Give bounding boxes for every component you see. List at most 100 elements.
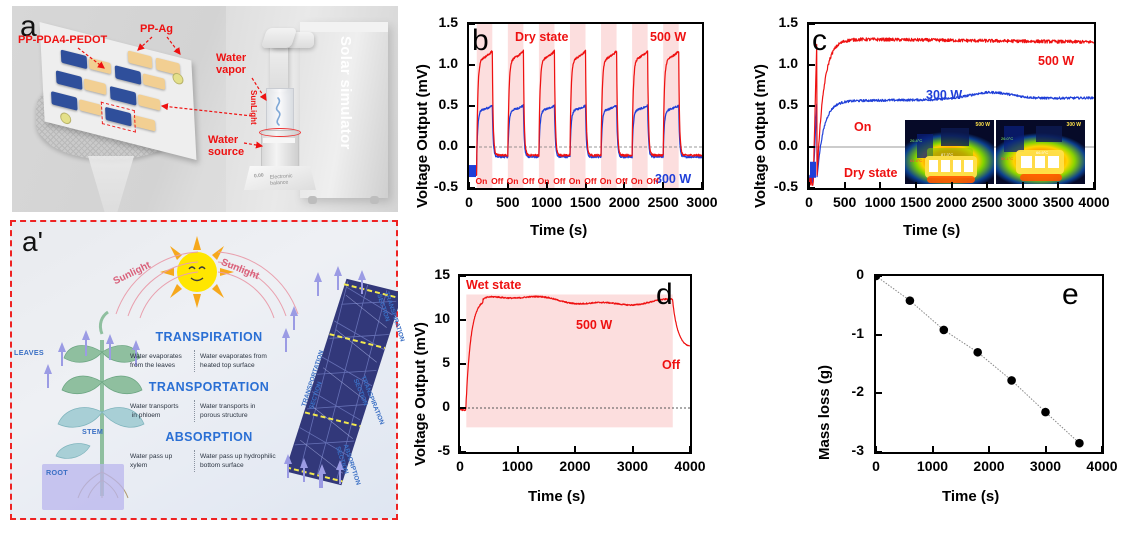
axis-tick <box>986 182 989 188</box>
section-right-transpiration: Water evaporates from heated top surface <box>200 353 267 370</box>
panel-b-note-300w: 300 W <box>655 172 692 186</box>
axis-tick <box>931 446 934 452</box>
axis-tick <box>469 64 475 66</box>
axis-tick <box>459 446 461 452</box>
panel-a-prime-letter: a' <box>22 226 43 257</box>
panel-d-note-wet-state: Wet state <box>466 278 522 292</box>
panel-b-traces <box>469 24 702 188</box>
axis-tick <box>808 182 810 188</box>
panel-e-chart: Mass loss (g) Time (s) e -3 -2 -1 0 0 1000 20… <box>812 258 1122 518</box>
axis-tick <box>809 187 815 189</box>
d-xtk-label: 1000 <box>501 458 534 474</box>
panel-c-xlabel: Time (s) <box>903 222 961 239</box>
panel-c-note-500w: 500 W <box>1038 54 1075 68</box>
axis-tick <box>460 407 466 409</box>
e-ytk-label: -1 <box>851 324 864 341</box>
data-point <box>1007 376 1016 385</box>
d-ytk-label: -5 <box>437 442 450 458</box>
label-pp-ag: PP-Ag <box>140 23 173 35</box>
b-xtk-label: 1500 <box>569 194 602 210</box>
d-ytk-label: 5 <box>442 354 450 370</box>
beaker-rim-highlight <box>259 128 301 137</box>
panel-c-plot-frame: 500 W 26.4°C 64.4°C 87.3°C 300 W 26.0°C … <box>807 22 1096 190</box>
e-xtk-label: 2000 <box>973 458 1005 474</box>
axis-tick <box>843 182 846 188</box>
c-ytk-label: -0.5 <box>773 178 798 194</box>
axis-tick <box>879 182 882 188</box>
panel-c-note-on: On <box>854 120 872 134</box>
e-ytk-label: -3 <box>851 442 864 458</box>
axis-tick <box>809 23 815 25</box>
tag-leaves: LEAVES <box>14 348 45 357</box>
divider-transpiration <box>194 350 195 372</box>
axis-tick <box>1057 182 1060 188</box>
fiber-flow-arrows <box>282 266 366 488</box>
root-zone-box <box>42 464 124 510</box>
panel-a-annotation-arrows <box>77 36 267 149</box>
axis-tick <box>950 182 953 188</box>
sunlight-label: SunLight <box>249 90 258 125</box>
axis-tick <box>469 146 475 148</box>
panel-e-plot-frame <box>874 274 1104 454</box>
simulator-foot-left <box>308 196 317 204</box>
b-ytk-label: 1.5 <box>438 14 458 30</box>
electronic-balance <box>244 166 316 190</box>
panel-d-chart: Voltage Output (mV) Time (s) d Wet state… <box>408 258 718 518</box>
panel-b-cycle-label: On <box>537 176 550 186</box>
c-ytk-label: 0.0 <box>778 137 798 153</box>
axis-tick <box>516 446 519 452</box>
panel-b-note-dry-state: Dry state <box>515 30 569 44</box>
axis-tick <box>876 333 882 336</box>
data-point <box>939 325 949 335</box>
panel-b-cycle-label: On <box>475 176 488 186</box>
divider-absorption <box>194 450 195 472</box>
panel-d-plot-frame <box>458 274 692 454</box>
tag-root: ROOT <box>46 468 68 477</box>
panel-c-note-300w: 300 W <box>926 88 963 102</box>
e-xtk-label: 3000 <box>1029 458 1062 474</box>
axis-tick <box>1021 182 1024 188</box>
d-ytk-label: 15 <box>434 266 450 282</box>
axis-tick <box>701 182 703 188</box>
fiber-scroll-illustration <box>288 278 398 486</box>
axis-tick <box>468 182 470 188</box>
section-left-transpiration: Water evaporates from the leaves <box>130 353 182 370</box>
panel-c-letter: c <box>812 24 827 57</box>
panel-d-note-500w: 500 W <box>576 318 613 332</box>
panel-b-cycle-label: Off <box>646 176 659 186</box>
axis-tick <box>460 319 466 321</box>
c-xtk-label: 1500 <box>900 194 932 210</box>
section-left-absorption: Water pass up xylem <box>130 453 173 470</box>
section-title-absorption: ABSORPTION <box>165 430 253 444</box>
data-point <box>876 276 881 281</box>
b-xtk-label: 1000 <box>531 194 563 210</box>
panel-e-letter: e <box>1062 278 1079 311</box>
axis-tick <box>689 446 691 452</box>
axis-tick <box>460 451 466 453</box>
panel-b-cycle-label: Off <box>615 176 628 186</box>
c-xtk-label: 2000 <box>935 194 968 210</box>
b-xtk-label: 2500 <box>647 194 679 210</box>
panel-b-cycle-label: On <box>599 176 612 186</box>
axis-tick <box>914 182 917 188</box>
data-point <box>973 347 982 357</box>
e-xtk-label: 1000 <box>916 458 949 474</box>
section-right-transportation: Water transports in porous structure <box>200 403 256 420</box>
label-pp-pda4-pedot: PP-PDA4-PEDOT <box>18 34 108 46</box>
axis-tick <box>574 446 576 452</box>
sample-strip <box>263 138 295 143</box>
panel-b-cycle-label: Off <box>522 176 535 186</box>
d-xtk-label: 3000 <box>616 458 649 474</box>
c-xtk-label: 3000 <box>1007 194 1039 210</box>
axis-tick <box>1101 446 1103 452</box>
simulator-top <box>300 22 388 32</box>
axis-tick <box>875 446 877 452</box>
c-ytk-label: 1.0 <box>778 55 798 71</box>
axis-tick <box>469 187 475 189</box>
axis-tick <box>876 392 882 395</box>
b-xtk-label: 0 <box>465 194 473 210</box>
axis-tick <box>469 105 475 107</box>
b-ytk-label: 0.5 <box>438 96 458 112</box>
panel-d-xlabel: Time (s) <box>528 488 586 505</box>
divider-transportation <box>194 400 195 422</box>
